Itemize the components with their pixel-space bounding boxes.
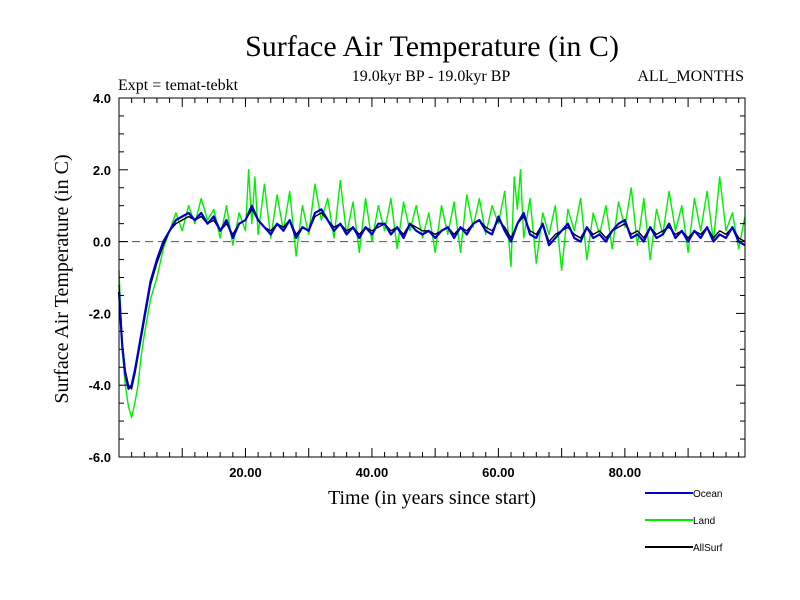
series-layer xyxy=(117,169,746,419)
x-axis-label: Time (in years since start) xyxy=(328,487,536,509)
period-label: 19.0kyr BP - 19.0kyr BP xyxy=(352,68,511,85)
y-tick-label: 4.0 xyxy=(93,91,111,106)
series-line-land xyxy=(118,169,746,419)
chart-title: Surface Air Temperature (in C) xyxy=(245,30,619,63)
y-tick-label: -4.0 xyxy=(89,378,111,393)
x-tick-label: 80.00 xyxy=(609,465,642,480)
y-axis-label: Surface Air Temperature (in C) xyxy=(51,154,73,403)
experiment-label: Expt = temat-tebkt xyxy=(118,77,239,94)
legend: Ocean Land AllSurf xyxy=(645,489,723,554)
x-tick-label: 40.00 xyxy=(356,465,389,480)
axis-layer: -6.0 -4.0 -2.0 0.0 2.0 4.0 20.00 40.00 60.00 80.0… xyxy=(89,91,746,480)
y-tick-label: -6.0 xyxy=(89,450,111,465)
legend-label-allsurf: AllSurf xyxy=(693,543,723,554)
y-tick-label: -2.0 xyxy=(89,306,111,321)
y-tick-label: 2.0 xyxy=(93,163,111,178)
x-tick-label: 60.00 xyxy=(482,465,515,480)
x-tick-label: 20.00 xyxy=(229,465,262,480)
series-line-ocean xyxy=(117,204,746,390)
months-label: ALL_MONTHS xyxy=(637,68,744,85)
legend-label-land: Land xyxy=(693,516,715,527)
legend-label-ocean: Ocean xyxy=(693,489,722,500)
y-tick-label: 0.0 xyxy=(93,235,111,250)
